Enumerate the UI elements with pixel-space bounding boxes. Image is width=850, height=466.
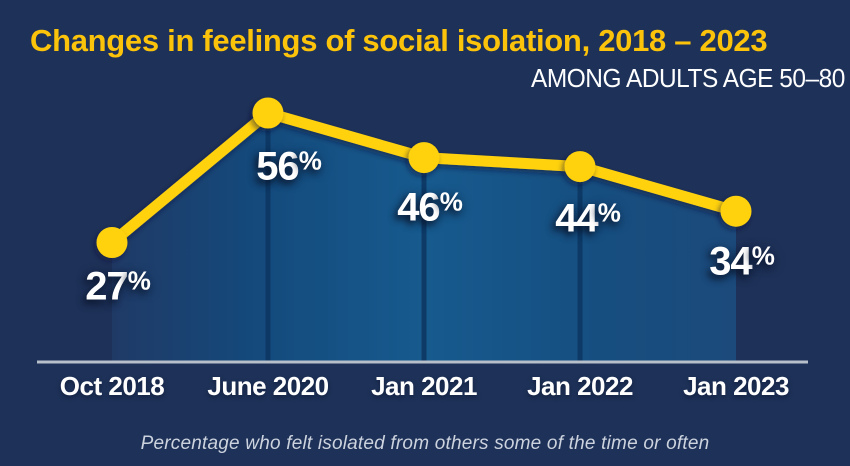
data-label-jan-2021: 46% xyxy=(397,185,463,230)
percent-sign: % xyxy=(597,197,621,228)
data-point-marker xyxy=(564,151,596,183)
chart-title: Changes in feelings of social isolation,… xyxy=(30,23,768,58)
data-label-jan-2022: 44% xyxy=(555,196,621,241)
data-point-marker xyxy=(96,227,128,258)
data-point-marker xyxy=(720,195,752,227)
value-number: 56 xyxy=(256,144,299,189)
x-axis-label-jan-2021: Jan 2021 xyxy=(371,371,477,401)
x-axis-label-oct-2018: Oct 2018 xyxy=(59,371,165,401)
x-axis-label-jan-2022: Jan 2022 xyxy=(527,371,633,401)
x-axis-label-jan-2023: Jan 2023 xyxy=(683,371,789,401)
percent-sign: % xyxy=(127,265,151,295)
value-number: 34 xyxy=(709,239,752,284)
percent-sign: % xyxy=(439,186,463,217)
x-axis-label-june-2020: June 2020 xyxy=(207,371,329,401)
percent-sign: % xyxy=(298,145,322,176)
data-label-oct-2018: 27% xyxy=(85,264,151,309)
value-number: 44 xyxy=(555,196,598,241)
value-number: 46 xyxy=(397,185,440,230)
data-point-marker xyxy=(252,97,284,129)
value-number: 27 xyxy=(85,264,128,308)
data-label-jan-2023: 34% xyxy=(709,240,775,285)
chart-subtitle: AMONG ADULTS AGE 50–80 xyxy=(531,63,845,93)
footnote: Percentage who felt isolated from others… xyxy=(140,433,710,454)
data-point-marker xyxy=(408,142,440,174)
data-label-june-2020: 56% xyxy=(256,145,322,190)
percent-sign: % xyxy=(751,240,775,271)
